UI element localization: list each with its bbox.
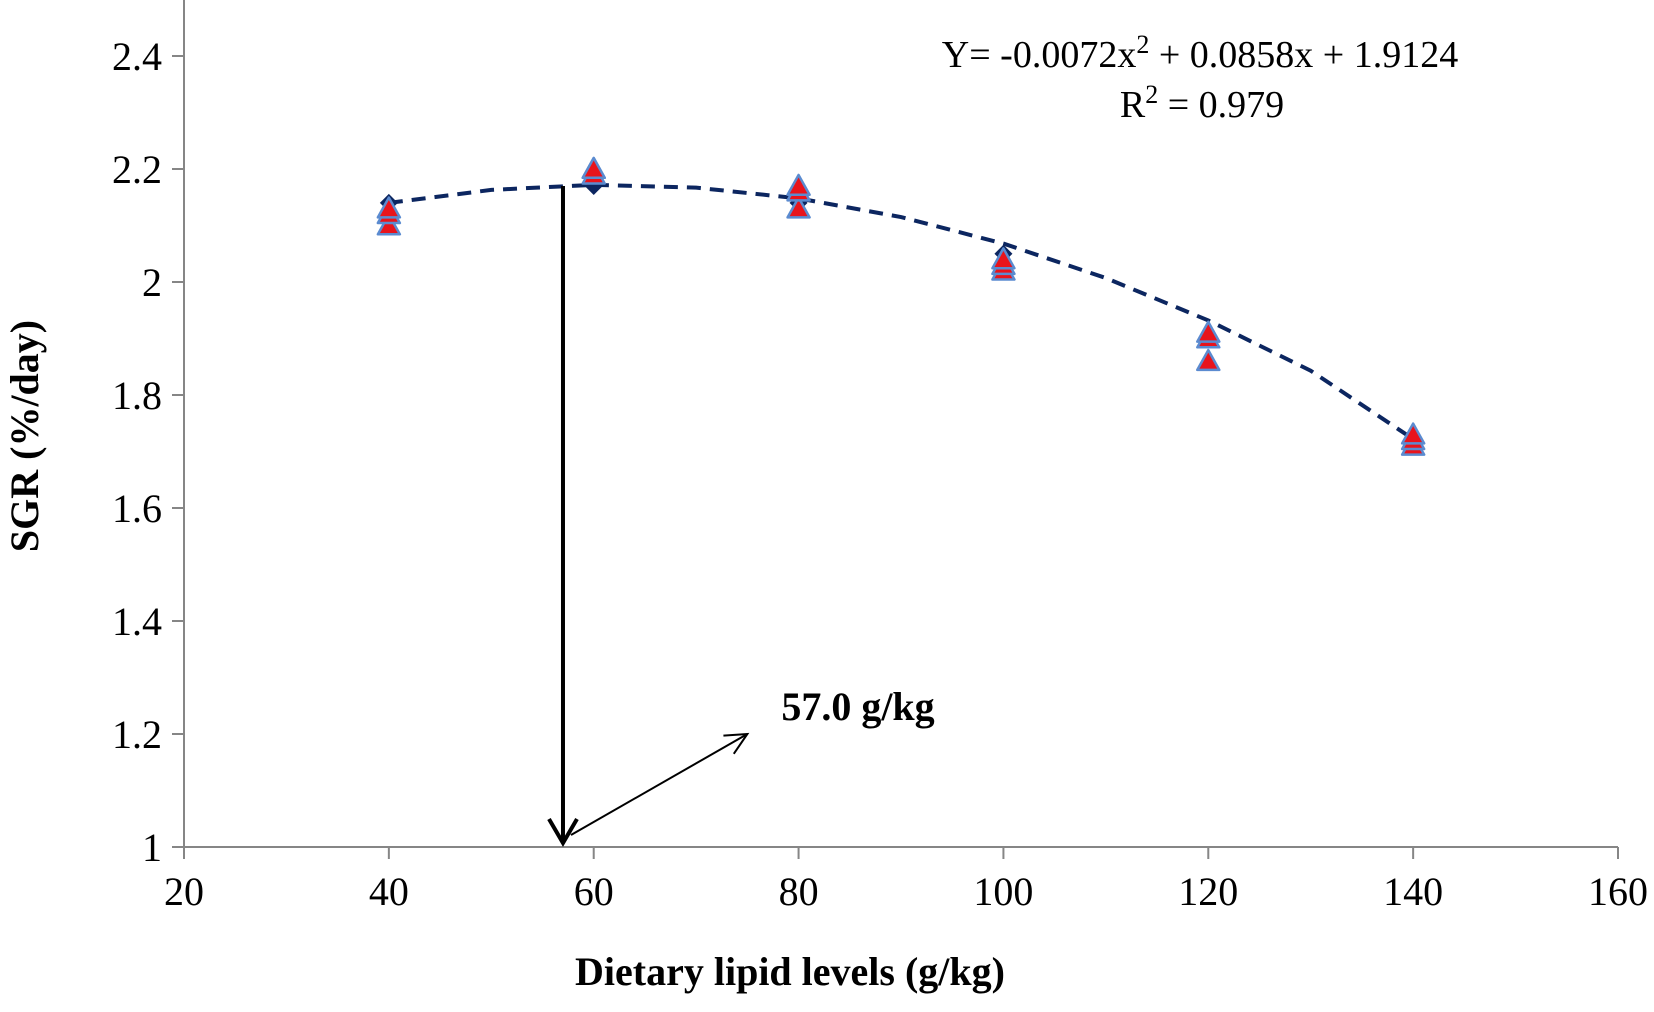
- optimum-arrowhead: [547, 817, 579, 847]
- x-tick-label: 40: [369, 869, 409, 914]
- triangle-marker: [376, 196, 402, 219]
- annotations: [547, 185, 750, 847]
- y-tick-label: 1: [142, 825, 162, 870]
- x-tick-label: 140: [1383, 869, 1443, 914]
- y-tick-label: 1.6: [112, 486, 162, 531]
- x-tick-label: 80: [779, 869, 819, 914]
- trendline: [388, 182, 1415, 441]
- equation-text: Y= -0.0072x2 + 0.0858x + 1.9124: [942, 30, 1458, 76]
- data-points: [376, 156, 1426, 456]
- x-axis-title: Dietary lipid levels (g/kg): [575, 949, 1005, 994]
- triangle-marker: [1196, 320, 1221, 343]
- optimum-label: 57.0 g/kg: [781, 684, 934, 729]
- x-tick-label: 100: [973, 869, 1033, 914]
- triangle-marker: [1196, 348, 1221, 372]
- y-axis-title: SGR (%/day): [2, 320, 47, 552]
- trendline-curve: [388, 182, 1415, 441]
- y-tick-label: 2.4: [112, 34, 162, 79]
- x-tick-label: 20: [164, 869, 204, 914]
- pointer-arrowhead: [723, 732, 750, 755]
- r-squared-text: R2 = 0.979: [1120, 80, 1284, 126]
- triangle-marker: [991, 247, 1016, 270]
- y-tick-label: 1.2: [112, 712, 162, 757]
- y-tick-label: 2.2: [112, 147, 162, 192]
- x-tick-label: 120: [1178, 869, 1238, 914]
- x-tick-label: 160: [1588, 869, 1648, 914]
- x-tick-label: 60: [574, 869, 614, 914]
- trend-equation: Y= -0.0072x2 + 0.0858x + 1.9124 R2 = 0.9…: [942, 30, 1458, 126]
- y-tick-label: 1.8: [112, 373, 162, 418]
- triangle-marker: [786, 173, 811, 196]
- axes: 1 1.2 1.4 1.6 1.8 2 2.2 2.4 20 40 60 80 100 120 140 160: [112, 0, 1648, 914]
- y-tick-label: 2: [142, 260, 162, 305]
- pointer-arrow-line: [570, 733, 748, 836]
- triangle-marker: [581, 156, 606, 180]
- triangle-marker: [786, 196, 811, 219]
- triangle-marker: [376, 213, 402, 236]
- y-tick-label: 1.4: [112, 599, 162, 644]
- triangle-marker: [1400, 422, 1426, 445]
